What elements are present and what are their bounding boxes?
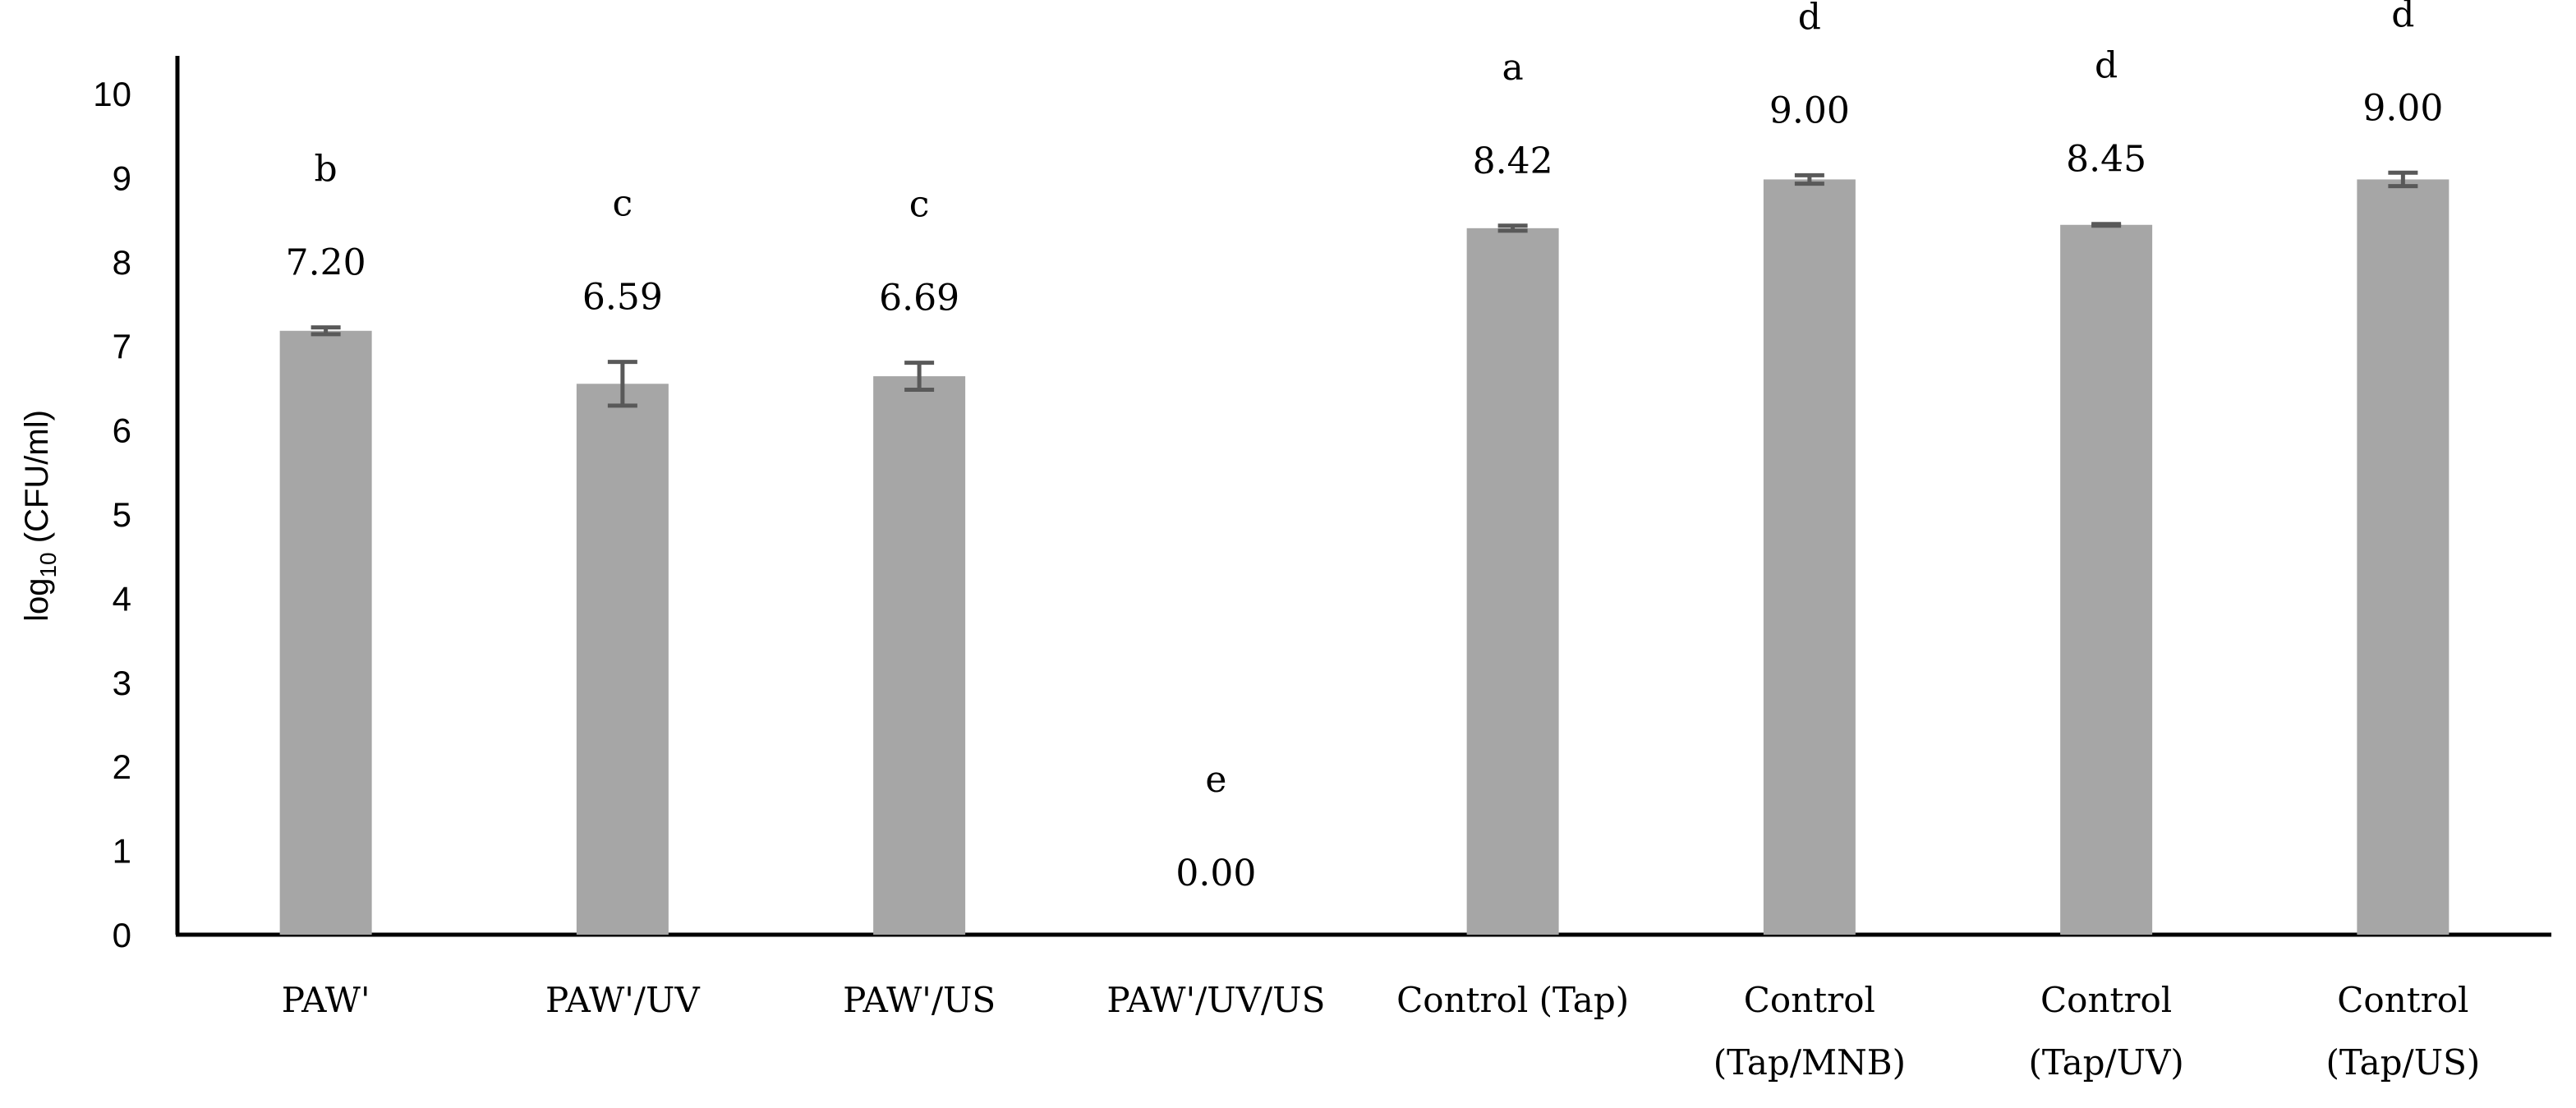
y-tick-label: 4 bbox=[113, 579, 131, 618]
bar bbox=[279, 330, 372, 935]
data-label: 0.00 bbox=[1175, 853, 1256, 894]
data-label: 8.45 bbox=[2066, 139, 2146, 181]
y-axis-title: log10 (CFU/ml) bbox=[19, 410, 61, 622]
y-tick-label: 10 bbox=[93, 75, 131, 113]
bar bbox=[1763, 179, 1856, 935]
data-label: 6.69 bbox=[879, 278, 959, 320]
x-tick-label: PAW'/UV bbox=[545, 980, 700, 1020]
significance-letter: e bbox=[1205, 759, 1226, 801]
significance-letter: d bbox=[2391, 0, 2414, 35]
data-label: 7.20 bbox=[286, 242, 366, 284]
significance-letter: a bbox=[1502, 47, 1524, 89]
data-label: 8.42 bbox=[1473, 140, 1553, 182]
y-tick-label: 5 bbox=[113, 495, 131, 534]
x-tick-label: PAW' bbox=[282, 980, 370, 1020]
y-axis-title-main: log bbox=[19, 578, 55, 622]
y-tick-label: 0 bbox=[113, 916, 131, 954]
y-tick-label: 7 bbox=[113, 327, 131, 366]
y-tick-label: 6 bbox=[113, 411, 131, 450]
y-tick-label: 3 bbox=[113, 664, 131, 702]
y-tick-label: 9 bbox=[113, 159, 131, 197]
bar bbox=[873, 376, 966, 936]
significance-letter: d bbox=[1798, 0, 1821, 38]
x-tick-label: (Tap/US) bbox=[2325, 1042, 2480, 1083]
y-tick-label: 8 bbox=[113, 243, 131, 282]
x-tick-label: (Tap/UV) bbox=[2028, 1042, 2183, 1083]
bar bbox=[576, 384, 669, 935]
data-label: 6.59 bbox=[582, 277, 663, 319]
significance-letter: b bbox=[315, 149, 338, 191]
x-tick-label: (Tap/MNB) bbox=[1714, 1042, 1906, 1083]
x-tick-label: Control bbox=[1744, 980, 1875, 1020]
x-tick-label: Control (Tap) bbox=[1396, 980, 1629, 1020]
data-label: 9.00 bbox=[2362, 87, 2443, 129]
bar bbox=[2357, 179, 2450, 935]
significance-letter: c bbox=[613, 183, 633, 225]
x-tick-label: Control bbox=[2337, 980, 2468, 1020]
y-axis-title-subscript: 10 bbox=[35, 552, 61, 577]
significance-letter: d bbox=[2095, 45, 2118, 87]
x-tick-label: Control bbox=[2040, 980, 2172, 1020]
bar bbox=[1466, 228, 1559, 936]
significance-letter: c bbox=[909, 184, 930, 226]
x-tick-label: PAW'/UV/US bbox=[1106, 980, 1325, 1020]
bar bbox=[2060, 224, 2153, 935]
y-axis-title-unit: (CFU/ml) bbox=[19, 410, 55, 552]
data-label: 9.00 bbox=[1769, 90, 1850, 131]
y-tick-label: 2 bbox=[113, 747, 131, 786]
x-tick-label: PAW'/US bbox=[843, 980, 996, 1020]
y-tick-label: 1 bbox=[113, 832, 131, 871]
